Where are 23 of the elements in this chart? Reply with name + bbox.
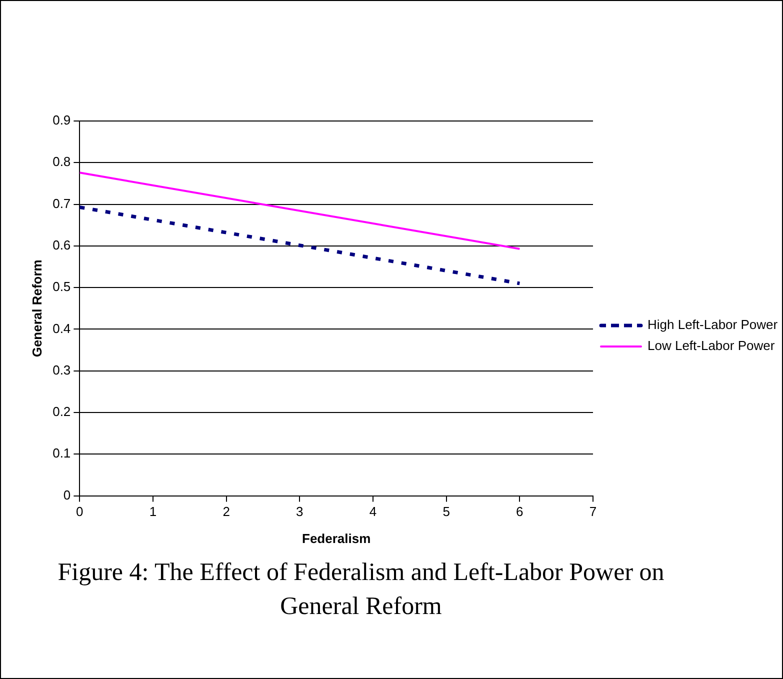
y-tick-label: 0.4: [52, 320, 71, 336]
x-tick-label: 4: [369, 504, 377, 520]
y-tick-label: 0: [63, 487, 71, 502]
y-tick-label: 0.6: [52, 238, 71, 253]
x-tick-label: 5: [442, 504, 450, 520]
x-tick-label: 6: [516, 504, 524, 520]
x-axis-title: Federalism: [302, 530, 371, 546]
y-axis-title: General Reform: [29, 260, 44, 358]
y-tick-label: 0.2: [52, 404, 71, 420]
x-tick-label: 1: [149, 504, 157, 520]
y-tick-label: 0.8: [52, 154, 71, 170]
text: Figure 4: The Effect of Federalism and Left-Labor Power on General Reform: [56, 558, 666, 622]
x-tick-label: 2: [222, 504, 230, 520]
y-tick-label: 0.9: [52, 112, 71, 128]
y-tick-label: 0.5: [52, 279, 71, 294]
y-tick-label: 0.7: [52, 196, 71, 211]
x-tick-label: 7: [589, 504, 597, 520]
legend-label: High Left-Labor Power: [648, 317, 778, 332]
x-tick-label: 0: [76, 504, 84, 520]
x-tick-label: 3: [296, 504, 304, 520]
y-tick-label: 0.1: [52, 446, 71, 461]
legend-label: Low Left-Labor Power: [648, 338, 776, 354]
y-tick-label: 0.3: [52, 362, 71, 378]
